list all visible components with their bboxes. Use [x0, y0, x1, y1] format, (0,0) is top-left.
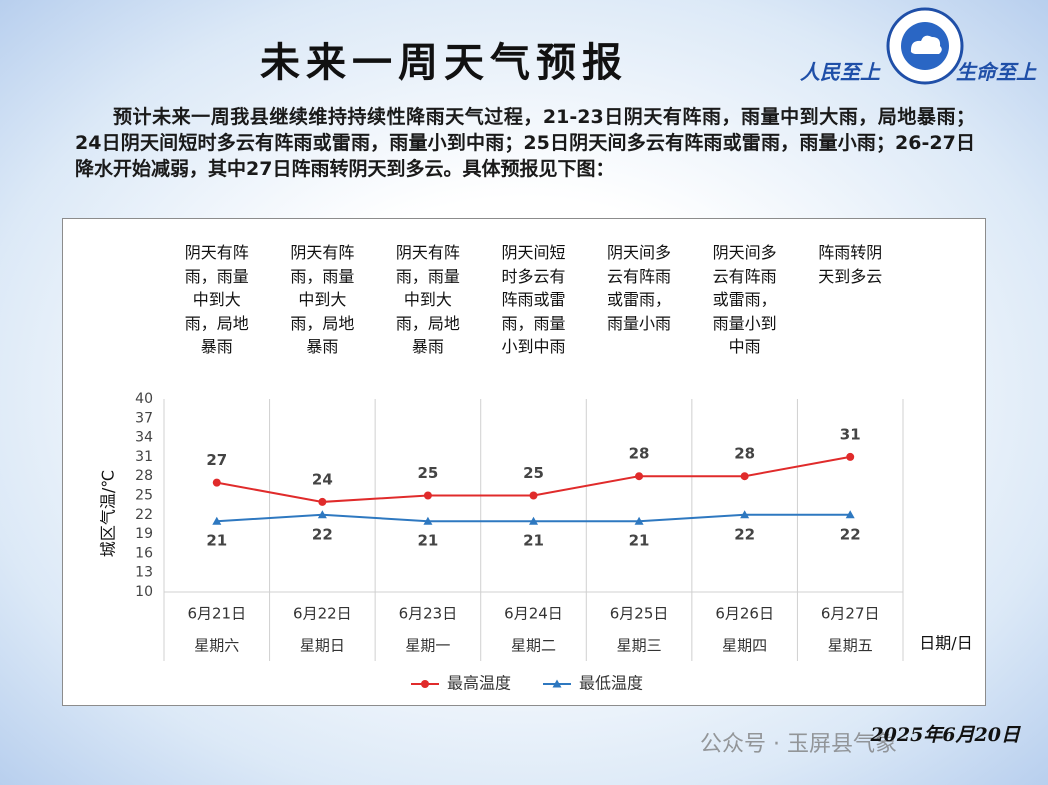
weekday-label: 星期六 — [194, 637, 239, 655]
y-tick-label: 10 — [135, 584, 153, 600]
weather-description: 阴天间短时多云有阵雨或雷雨，雨量小到中雨 — [501, 243, 566, 356]
weather-description: 阴天间多云有阵雨或雷雨，雨量小雨 — [607, 243, 672, 333]
weekday-label: 星期五 — [828, 637, 873, 655]
x-tick-label: 6月23日 — [399, 605, 458, 623]
y-axis-label: 城区气温/℃ — [99, 470, 118, 557]
chart-box: 10 13 16 19 22 25 28 31 34 37 40 城区气温/℃ 6月21日星期六 6月22… — [62, 218, 986, 706]
data-label: 22 — [840, 525, 861, 543]
x-tick-label: 6月21日 — [187, 605, 246, 623]
issue-date: 2025年6月20日 — [870, 724, 1020, 746]
legend-label: 最低温度 — [579, 674, 643, 693]
weekday-label: 星期三 — [617, 637, 662, 655]
y-tick-label: 34 — [135, 430, 153, 446]
y-tick-label: 22 — [135, 507, 153, 523]
title: 未来一周天气预报 — [260, 39, 628, 86]
point — [634, 516, 644, 525]
y-tick-label: 25 — [135, 488, 153, 504]
point — [423, 516, 433, 525]
weekday-label: 星期一 — [405, 637, 450, 655]
data-label: 21 — [417, 532, 438, 550]
watermark: 公众号 · 玉屏县气象 — [700, 732, 897, 757]
data-label: 21 — [629, 532, 650, 550]
x-axis-label: 日期/日 — [919, 634, 972, 653]
x-tick-label: 6月22日 — [293, 605, 352, 623]
legend-marker — [421, 680, 429, 688]
point — [318, 497, 327, 506]
data-label: 25 — [417, 464, 438, 482]
weather-description: 阴天间多云有阵雨或雷雨，雨量小到中雨 — [712, 243, 777, 356]
y-tick-label: 19 — [135, 526, 153, 542]
data-label: 28 — [734, 445, 755, 463]
forecast-paragraph: 预计未来一周我县继续维持持续性降雨天气过程，21-23日阴天有阵雨，雨量中到大雨… — [75, 106, 975, 180]
y-tick-label: 31 — [135, 449, 153, 465]
weather-description: 阴天有阵雨，雨量中到大雨，局地暴雨 — [290, 243, 355, 356]
y-tick-label: 37 — [135, 410, 153, 426]
point — [740, 472, 749, 481]
weather-description: 阵雨转阴天到多云 — [818, 243, 883, 286]
x-tick-label: 6月27日 — [821, 605, 880, 623]
x-tick-label: 6月26日 — [715, 605, 774, 623]
legend-marker — [552, 679, 562, 688]
x-tick-label: 6月24日 — [504, 605, 563, 623]
data-label: 27 — [206, 451, 227, 469]
slogan: 人民至上 — [800, 60, 880, 84]
point — [846, 452, 855, 461]
point — [529, 491, 538, 500]
logo — [886, 7, 964, 85]
legend-label: 最高温度 — [447, 674, 511, 693]
slogan: 生命至上 — [956, 60, 1036, 84]
weekday-label: 星期二 — [511, 637, 556, 655]
data-label: 31 — [840, 425, 861, 443]
weather-description: 阴天有阵雨，雨量中到大雨，局地暴雨 — [395, 243, 460, 356]
point — [212, 516, 222, 525]
point — [212, 478, 221, 487]
data-label: 28 — [629, 445, 650, 463]
y-tick-label: 28 — [135, 468, 153, 484]
data-label: 21 — [206, 532, 227, 550]
y-tick-label: 13 — [135, 565, 153, 581]
weekday-label: 星期四 — [722, 637, 767, 655]
point — [845, 510, 855, 519]
point — [740, 510, 750, 519]
x-tick-label: 6月25日 — [610, 605, 669, 623]
data-label: 22 — [734, 525, 755, 543]
data-label: 24 — [312, 470, 333, 488]
weather-description: 阴天有阵雨，雨量中到大雨，局地暴雨 — [184, 243, 249, 356]
point — [317, 510, 327, 519]
point — [635, 472, 644, 481]
data-label: 21 — [523, 532, 544, 550]
data-label: 22 — [312, 525, 333, 543]
point — [529, 516, 538, 525]
point — [423, 491, 432, 500]
y-tick-label: 16 — [135, 545, 153, 561]
data-label: 25 — [523, 464, 544, 482]
y-tick-label: 40 — [135, 391, 153, 407]
weekday-label: 星期日 — [300, 637, 345, 655]
